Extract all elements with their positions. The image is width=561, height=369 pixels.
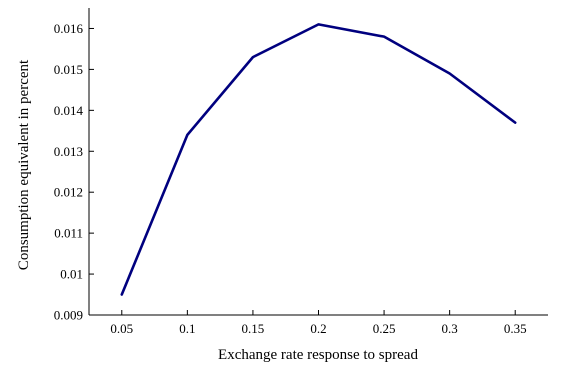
y-tick-label: 0.014 (54, 103, 84, 118)
x-tick-label: 0.15 (242, 321, 265, 336)
y-tick-label: 0.009 (54, 308, 83, 323)
x-axis-label: Exchange rate response to spread (218, 347, 418, 363)
y-tick-label: 0.013 (54, 144, 83, 159)
x-tick-label: 0.2 (310, 321, 326, 336)
y-tick-label: 0.01 (60, 267, 83, 282)
x-tick-label: 0.35 (504, 321, 527, 336)
y-axis-ticks: 0.009 0.01 0.011 0.012 0.013 0.014 0.015 0.016 (54, 21, 94, 323)
x-tick-label: 0.1 (179, 321, 195, 336)
x-tick-label: 0.25 (373, 321, 396, 336)
x-axis-ticks: 0.05 0.1 0.15 0.2 0.25 0.3 0.35 (110, 310, 527, 336)
series-line-0 (120, 23, 517, 296)
x-tick-label: 0.05 (110, 321, 133, 336)
y-tick-label: 0.015 (54, 62, 83, 77)
y-tick-label: 0.016 (54, 21, 84, 36)
series-group (120, 23, 517, 296)
y-tick-label: 0.012 (54, 185, 83, 200)
x-tick-label: 0.3 (442, 321, 458, 336)
y-tick-label: 0.011 (54, 226, 83, 241)
y-axis-label: Consumption equivalent in percent (16, 59, 32, 270)
